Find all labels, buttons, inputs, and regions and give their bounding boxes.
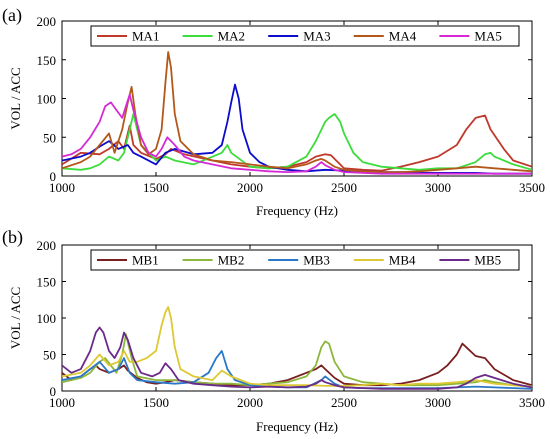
series-line-ma5 [62, 93, 532, 175]
chart-panel-b: (b) 1000 1500 2000 2500 3000 3500 0 50 100 150 200 F… [2, 227, 545, 434]
series-line-mb4 [62, 306, 532, 388]
series-line-ma4 [62, 51, 532, 173]
legend: MA1 MA2 MA3 MA4 MA5 [90, 25, 520, 47]
x-tick-label: 3000 [425, 395, 451, 410]
x-tick-label: 3000 [425, 180, 451, 195]
legend-label: MB4 [389, 253, 416, 268]
panel-label: (a) [2, 5, 22, 26]
legend-box [90, 25, 520, 47]
legend-label: MA2 [218, 29, 245, 44]
series-group [62, 51, 532, 175]
y-tick-label: 100 [37, 311, 57, 326]
y-tick-label: 0 [50, 169, 57, 184]
y-tick-label: 200 [37, 14, 57, 29]
y-tick-label: 150 [37, 53, 57, 68]
y-axis-label: VOL / ACC [8, 67, 23, 129]
x-tick-label: 1500 [143, 395, 169, 410]
y-tick-label: 100 [37, 92, 57, 107]
x-tick-label: 1500 [143, 180, 169, 195]
x-tick-label: 3500 [519, 180, 545, 195]
series-line-ma1 [62, 114, 532, 172]
legend: MB1 MB2 MB3 MB4 MB5 [90, 249, 520, 271]
x-tick-label: 3500 [519, 395, 545, 410]
x-tick-label: 2000 [237, 395, 263, 410]
legend-box [90, 249, 520, 271]
series-line-mb5 [62, 326, 532, 390]
x-tick-label: 2500 [331, 395, 357, 410]
chart-panel-a: (a) 1000 1500 2000 2500 3000 3500 0 50 100 150 200 F… [2, 5, 545, 218]
y-tick-label: 50 [43, 130, 56, 145]
legend-label: MB5 [474, 253, 501, 268]
legend-label: MB2 [218, 253, 245, 268]
x-tick-label: 1000 [49, 180, 75, 195]
legend-label: MB3 [303, 253, 330, 268]
y-axis-label: VOL / ACC [8, 287, 23, 349]
legend-label: MA5 [474, 29, 501, 44]
y-tick-label: 0 [50, 384, 57, 399]
y-tick-label: 150 [37, 275, 57, 290]
legend-label: MA4 [389, 29, 417, 44]
x-tick-label: 2500 [331, 180, 357, 195]
series-group [62, 306, 532, 390]
x-tick-label: 1000 [49, 395, 75, 410]
y-tick-label: 50 [43, 348, 56, 363]
panel-label: (b) [2, 227, 23, 248]
legend-label: MA1 [132, 29, 159, 44]
legend-label: MB1 [132, 253, 159, 268]
series-line-mb2 [62, 333, 532, 388]
x-axis-label: Frequency (Hz) [256, 419, 338, 434]
legend-label: MA3 [303, 29, 330, 44]
y-tick-label: 200 [37, 238, 57, 253]
x-axis-label: Frequency (Hz) [256, 203, 338, 218]
x-tick-label: 2000 [237, 180, 263, 195]
